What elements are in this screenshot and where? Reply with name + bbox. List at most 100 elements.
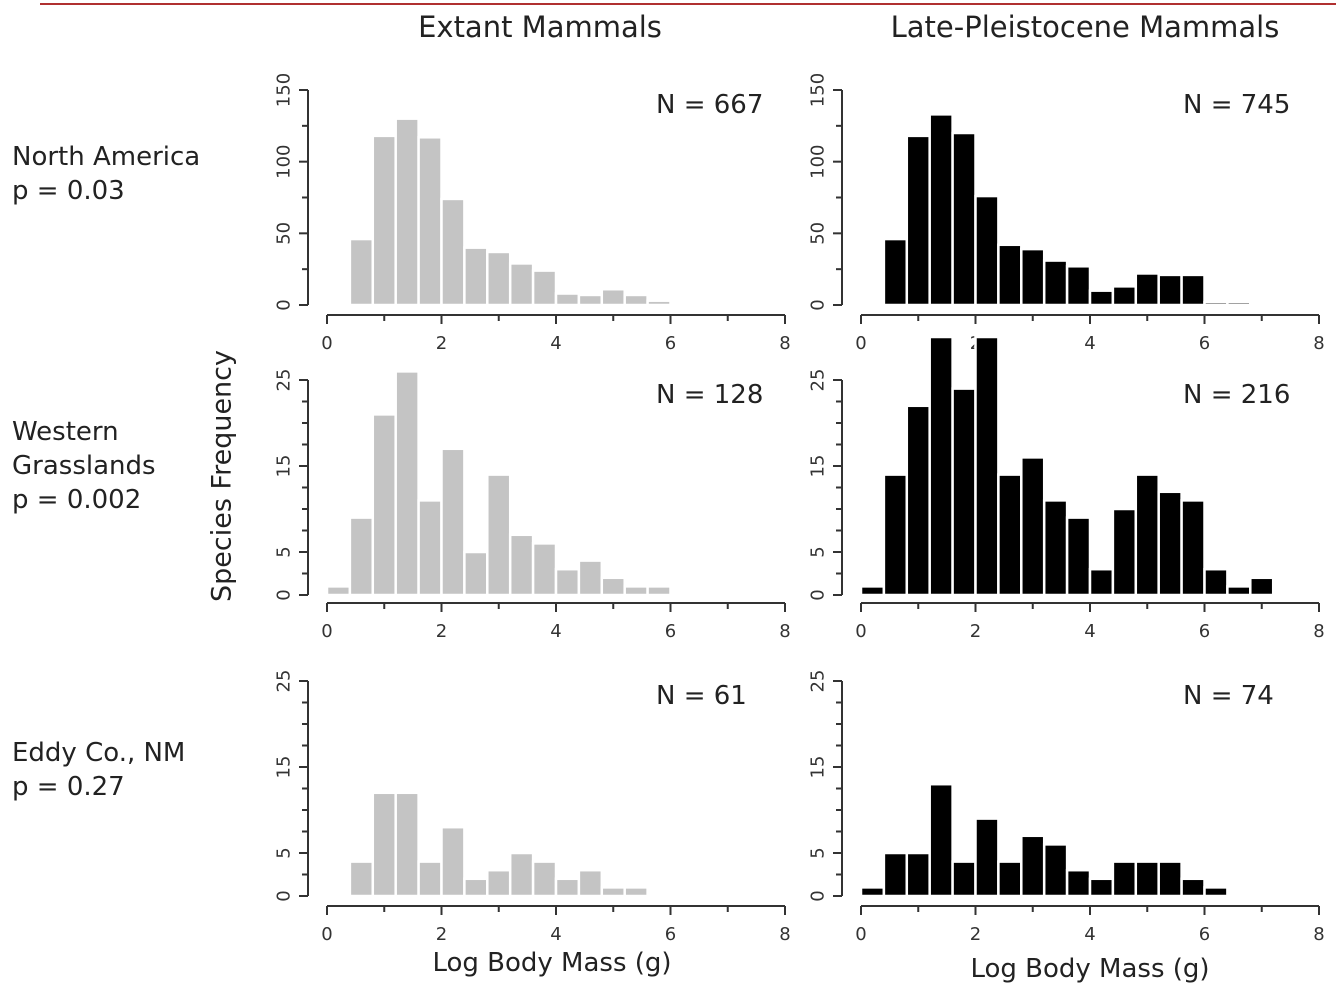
- x-axis-label-pleistocene: Log Body Mass (g): [970, 954, 1210, 984]
- histogram-bar: [486, 473, 512, 597]
- x-tick-label: 4: [1084, 621, 1095, 642]
- histogram-bar: [859, 585, 886, 597]
- histogram-bar: [1157, 860, 1183, 898]
- histogram-bar: [1020, 834, 1046, 898]
- histogram-bar: [1180, 877, 1206, 898]
- histogram-bar: [882, 473, 909, 597]
- histogram-bar: [1249, 302, 1275, 307]
- histogram-bar: [463, 877, 489, 898]
- histogram-bar: [531, 269, 558, 307]
- histogram-bar: [1088, 289, 1115, 307]
- histogram-bar: [325, 302, 352, 307]
- row-label-name: North America: [12, 142, 201, 172]
- histogram-bar: [951, 131, 977, 307]
- histogram-bar: [1134, 473, 1160, 597]
- histogram-bar: [325, 585, 352, 597]
- column-title-pleistocene: Late-Pleistocene Mammals: [890, 10, 1280, 44]
- histogram-bar: [646, 299, 672, 307]
- panel-western-grasslands-late-pleistocene-mammals: 0 2 4 6 8 0 5 15 25 N = 216: [808, 335, 1325, 642]
- x-tick-label: 2: [436, 924, 447, 945]
- panel-eddy-co-nm-late-pleistocene-mammals: 0 2 4 6 8 0 5 15 25 N = 74: [808, 670, 1325, 945]
- x-tick-label: 0: [321, 924, 332, 945]
- x-tick-label: 4: [1084, 333, 1095, 354]
- x-tick-label: 6: [665, 924, 676, 945]
- sample-size-label: N = 745: [1183, 90, 1290, 120]
- histogram-bar: [1020, 247, 1046, 307]
- histogram-bar: [577, 293, 604, 307]
- histogram-bar: [600, 287, 626, 307]
- row-label-p-value: p = 0.03: [12, 176, 125, 206]
- histogram-bar: [1134, 860, 1160, 898]
- histogram-bar: [394, 370, 420, 597]
- y-tick-label: 0: [274, 299, 295, 310]
- x-tick-label: 8: [779, 333, 790, 354]
- x-tick-label: 0: [321, 333, 332, 354]
- y-tick-label: 5: [808, 847, 829, 858]
- histogram-bar: [974, 194, 1000, 307]
- histogram-bar: [577, 559, 604, 597]
- histogram-bar: [417, 860, 443, 898]
- y-tick-label: 100: [274, 144, 295, 178]
- x-tick-label: 0: [855, 924, 866, 945]
- histogram-bar: [348, 237, 375, 307]
- x-tick-label: 6: [665, 333, 676, 354]
- y-tick-label: 0: [274, 890, 295, 901]
- histogram-bar: [1020, 456, 1046, 597]
- histogram-bar: [951, 860, 977, 898]
- y-tick-label: 25: [808, 670, 829, 693]
- histogram-bar: [371, 791, 397, 898]
- x-tick-label: 0: [321, 621, 332, 642]
- histogram-bar: [928, 335, 954, 597]
- histogram-bar: [600, 576, 626, 597]
- x-tick-label: 2: [436, 333, 447, 354]
- histogram-bar: [577, 868, 604, 898]
- row-label-western-grasslands: Western Grasslands p = 0.002: [12, 415, 156, 517]
- y-tick-label: 25: [274, 369, 295, 392]
- column-title-extant: Extant Mammals: [418, 10, 662, 44]
- row-label-eddy-county: Eddy Co., NM p = 0.27: [12, 736, 185, 804]
- histogram-bar: [623, 585, 649, 597]
- histogram-bar: [1088, 877, 1115, 898]
- histogram-bar: [1249, 576, 1275, 597]
- y-tick-label: 5: [274, 546, 295, 557]
- histogram-bar: [417, 136, 443, 307]
- histogram-bar: [1065, 516, 1092, 597]
- histogram-bar: [1065, 868, 1092, 898]
- histogram-bar: [1065, 265, 1092, 307]
- panel-western-grasslands-extant-mammals: 0 2 4 6 8 0 5 15 25 N = 128: [274, 369, 791, 642]
- histogram-bar: [859, 302, 886, 307]
- top-rule: [40, 3, 1336, 5]
- y-tick-label: 100: [808, 144, 829, 178]
- histogram-bar: [348, 516, 375, 597]
- histogram-bar: [508, 533, 535, 597]
- x-tick-label: 6: [1199, 924, 1210, 945]
- histogram-bar: [440, 447, 466, 597]
- histogram-bar: [623, 886, 649, 898]
- histogram-bar: [348, 860, 375, 898]
- histogram-bar: [1226, 585, 1252, 597]
- histogram-bar: [554, 292, 581, 307]
- histogram-bar: [508, 851, 535, 898]
- panel-north-america-extant-mammals: 0 2 4 6 8 0 50 100 150 N = 667: [274, 73, 791, 354]
- histogram-bar: [394, 791, 420, 898]
- x-tick-label: 4: [550, 924, 561, 945]
- x-tick-label: 8: [1313, 924, 1324, 945]
- y-tick-label: 0: [808, 299, 829, 310]
- histogram-bar: [974, 817, 1000, 898]
- y-tick-label: 0: [808, 890, 829, 901]
- histogram-bar: [486, 250, 512, 307]
- histogram-bar: [1203, 300, 1229, 307]
- y-tick-label: 5: [808, 546, 829, 557]
- y-tick-label: 0: [274, 589, 295, 600]
- x-tick-label: 0: [855, 621, 866, 642]
- histogram-bar: [905, 404, 931, 597]
- y-tick-label: 150: [808, 73, 829, 107]
- x-tick-label: 8: [779, 924, 790, 945]
- histogram-bar: [1042, 499, 1069, 597]
- histogram-bar: [997, 473, 1023, 597]
- row-label-name: Grasslands: [12, 451, 156, 481]
- histogram-bar: [1226, 300, 1252, 307]
- histogram-bar: [440, 825, 466, 898]
